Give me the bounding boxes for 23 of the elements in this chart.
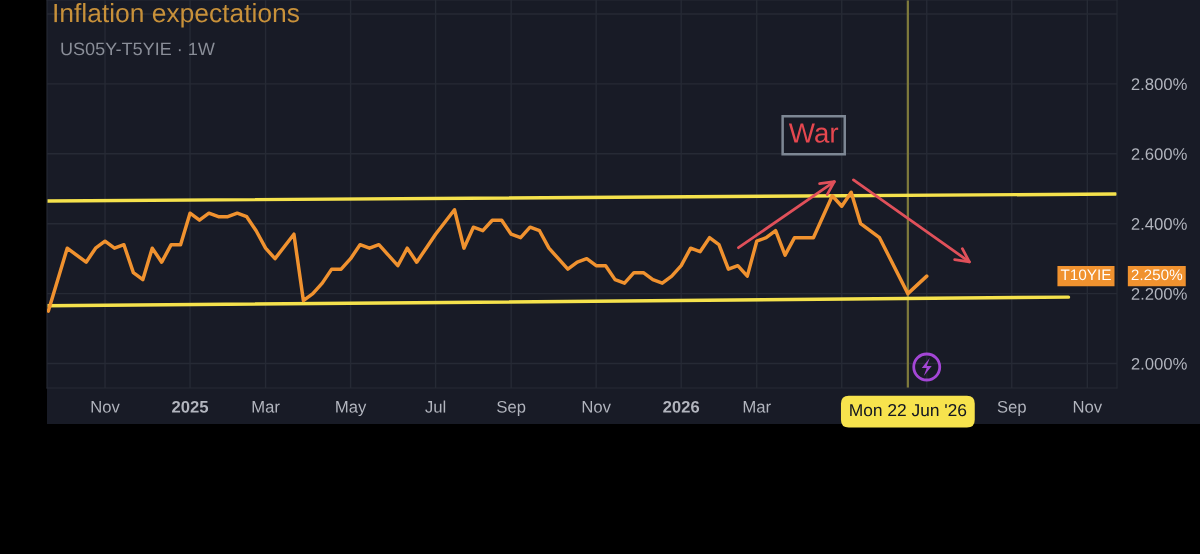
line-series <box>47 190 929 313</box>
legend-label: T10YIE <box>1060 269 1111 281</box>
x-tick-label: May <box>336 401 367 417</box>
y-tick-label: 2.800% <box>1131 78 1187 91</box>
x-tick-label: Nov <box>91 401 120 413</box>
ref-line-label: Mon 22 Jun '26 <box>850 403 967 417</box>
x-tick-label: Sep <box>997 400 1026 417</box>
x-tick-label: Sep <box>497 400 526 417</box>
x-tick-label: Mar <box>252 401 280 413</box>
y-tick-label: 2.000% <box>1131 357 1187 370</box>
x-tick-label: Nov <box>1073 401 1103 413</box>
y-tick-label: 2.600% <box>1131 148 1187 160</box>
x-tick-label: Nov <box>582 401 611 413</box>
chart-title: Inflation expectations <box>54 3 299 28</box>
x-tick-label: Mar <box>743 401 771 413</box>
y-tick-label: 2.200% <box>1131 288 1187 300</box>
x-tick-label: 2026 <box>663 400 700 413</box>
x-tick-label: Jul <box>425 400 446 413</box>
text: 2.250% <box>1131 269 1183 281</box>
text: US05Y-T5YIE · 1W <box>61 42 215 56</box>
x-tick-label: 2025 <box>172 400 209 413</box>
y-tick-label: 2.400% <box>1131 218 1187 230</box>
annotation: War <box>788 123 839 143</box>
